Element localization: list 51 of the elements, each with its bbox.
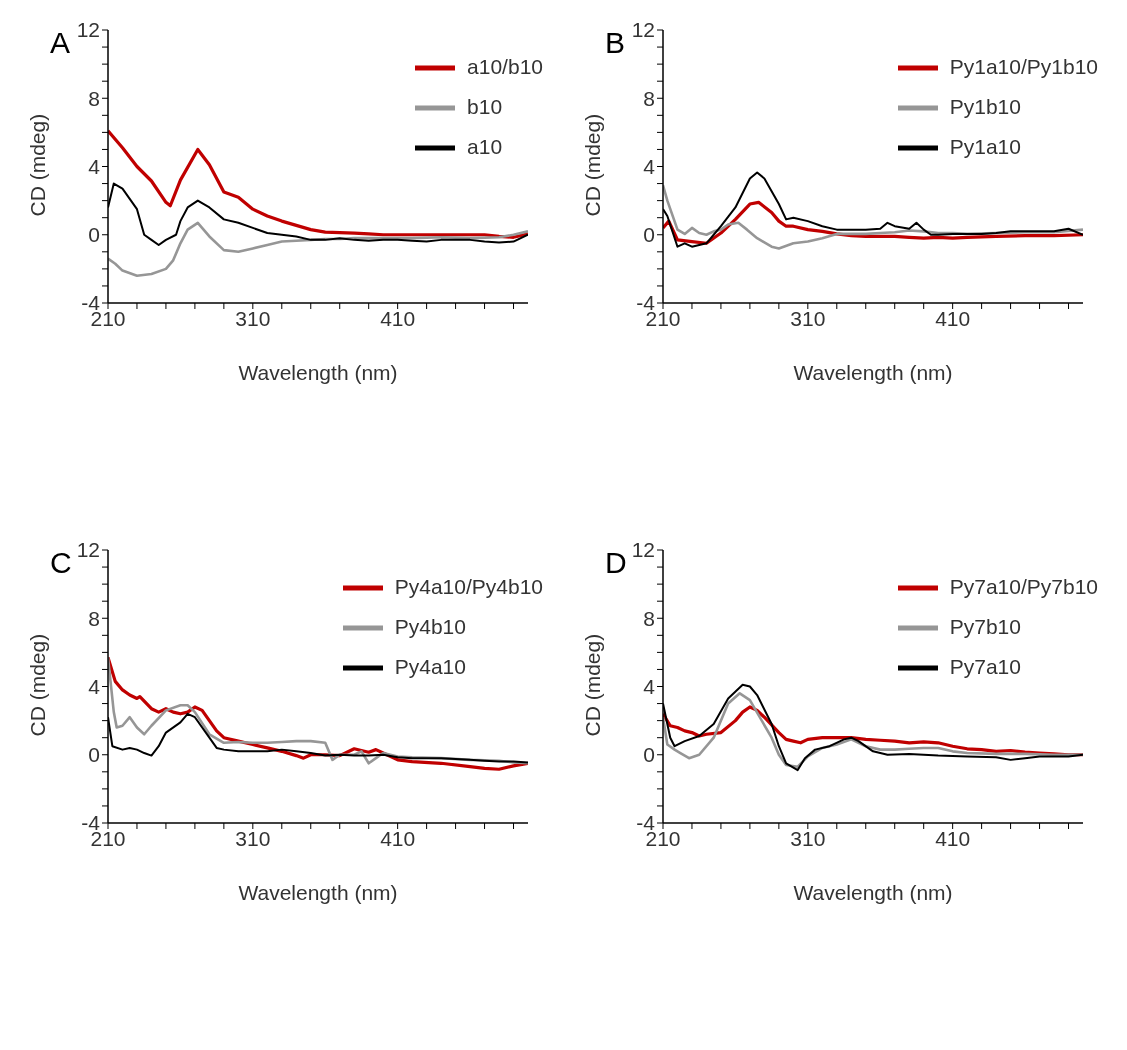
chart-title: B: [605, 26, 626, 60]
legend-label: Py1b10: [949, 94, 1021, 118]
legend-label: Py1a10: [949, 134, 1021, 158]
y-axis-title: CD (mdeg): [26, 113, 50, 217]
y-tick-label: 4: [643, 154, 656, 178]
y-tick-label: 8: [88, 86, 100, 110]
y-tick-label: 12: [76, 538, 100, 562]
y-tick-label: 12: [76, 18, 100, 42]
line-series: [108, 221, 528, 277]
legend-label: Py1a10/Py1b10: [949, 54, 1098, 78]
y-tick-label: 4: [88, 154, 101, 178]
x-axis-title: Wavelength (nm): [793, 361, 953, 384]
x-tick-label: 410: [935, 826, 971, 850]
chart-title: D: [605, 546, 627, 580]
line-series: [663, 200, 1083, 245]
x-axis-title: Wavelength (nm): [238, 361, 398, 384]
y-tick-label: 0: [88, 223, 100, 247]
x-tick-label: 410: [380, 306, 416, 330]
y-tick-label: 0: [88, 743, 100, 767]
y-axis-title: CD (mdeg): [26, 633, 50, 737]
line-series: [108, 129, 528, 239]
y-tick-label: 12: [631, 18, 655, 42]
x-axis-title: Wavelength (nm): [238, 881, 398, 904]
x-tick-label: 410: [935, 306, 971, 330]
legend-label: Py4a10: [394, 654, 466, 678]
y-tick-label: 0: [643, 223, 655, 247]
legend-label: Py4a10/Py4b10: [394, 574, 543, 598]
chart-title: C: [50, 546, 72, 580]
legend-label: Py7b10: [949, 614, 1021, 638]
y-tick-label: 4: [643, 674, 656, 698]
y-tick-label: 8: [643, 86, 655, 110]
x-tick-label: 310: [790, 306, 826, 330]
x-tick-label: 410: [380, 826, 416, 850]
y-tick-label: 12: [631, 538, 655, 562]
x-tick-label: 310: [235, 826, 271, 850]
legend-label: a10: [467, 134, 503, 158]
y-tick-label: 4: [88, 674, 101, 698]
legend-label: a10/b10: [467, 54, 543, 78]
y-axis-title: CD (mdeg): [581, 633, 605, 737]
y-tick-label: 8: [643, 606, 655, 630]
y-tick-label: 8: [88, 606, 100, 630]
y-tick-label: 0: [643, 743, 655, 767]
chart-title: A: [50, 26, 71, 60]
legend-label: Py7a10/Py7b10: [949, 574, 1098, 598]
x-axis-title: Wavelength (nm): [793, 881, 953, 904]
legend-label: b10: [467, 94, 503, 118]
x-tick-label: 310: [235, 306, 271, 330]
legend-label: Py7a10: [949, 654, 1021, 678]
y-axis-title: CD (mdeg): [581, 113, 605, 217]
x-tick-label: 310: [790, 826, 826, 850]
legend-label: Py4b10: [394, 614, 466, 638]
